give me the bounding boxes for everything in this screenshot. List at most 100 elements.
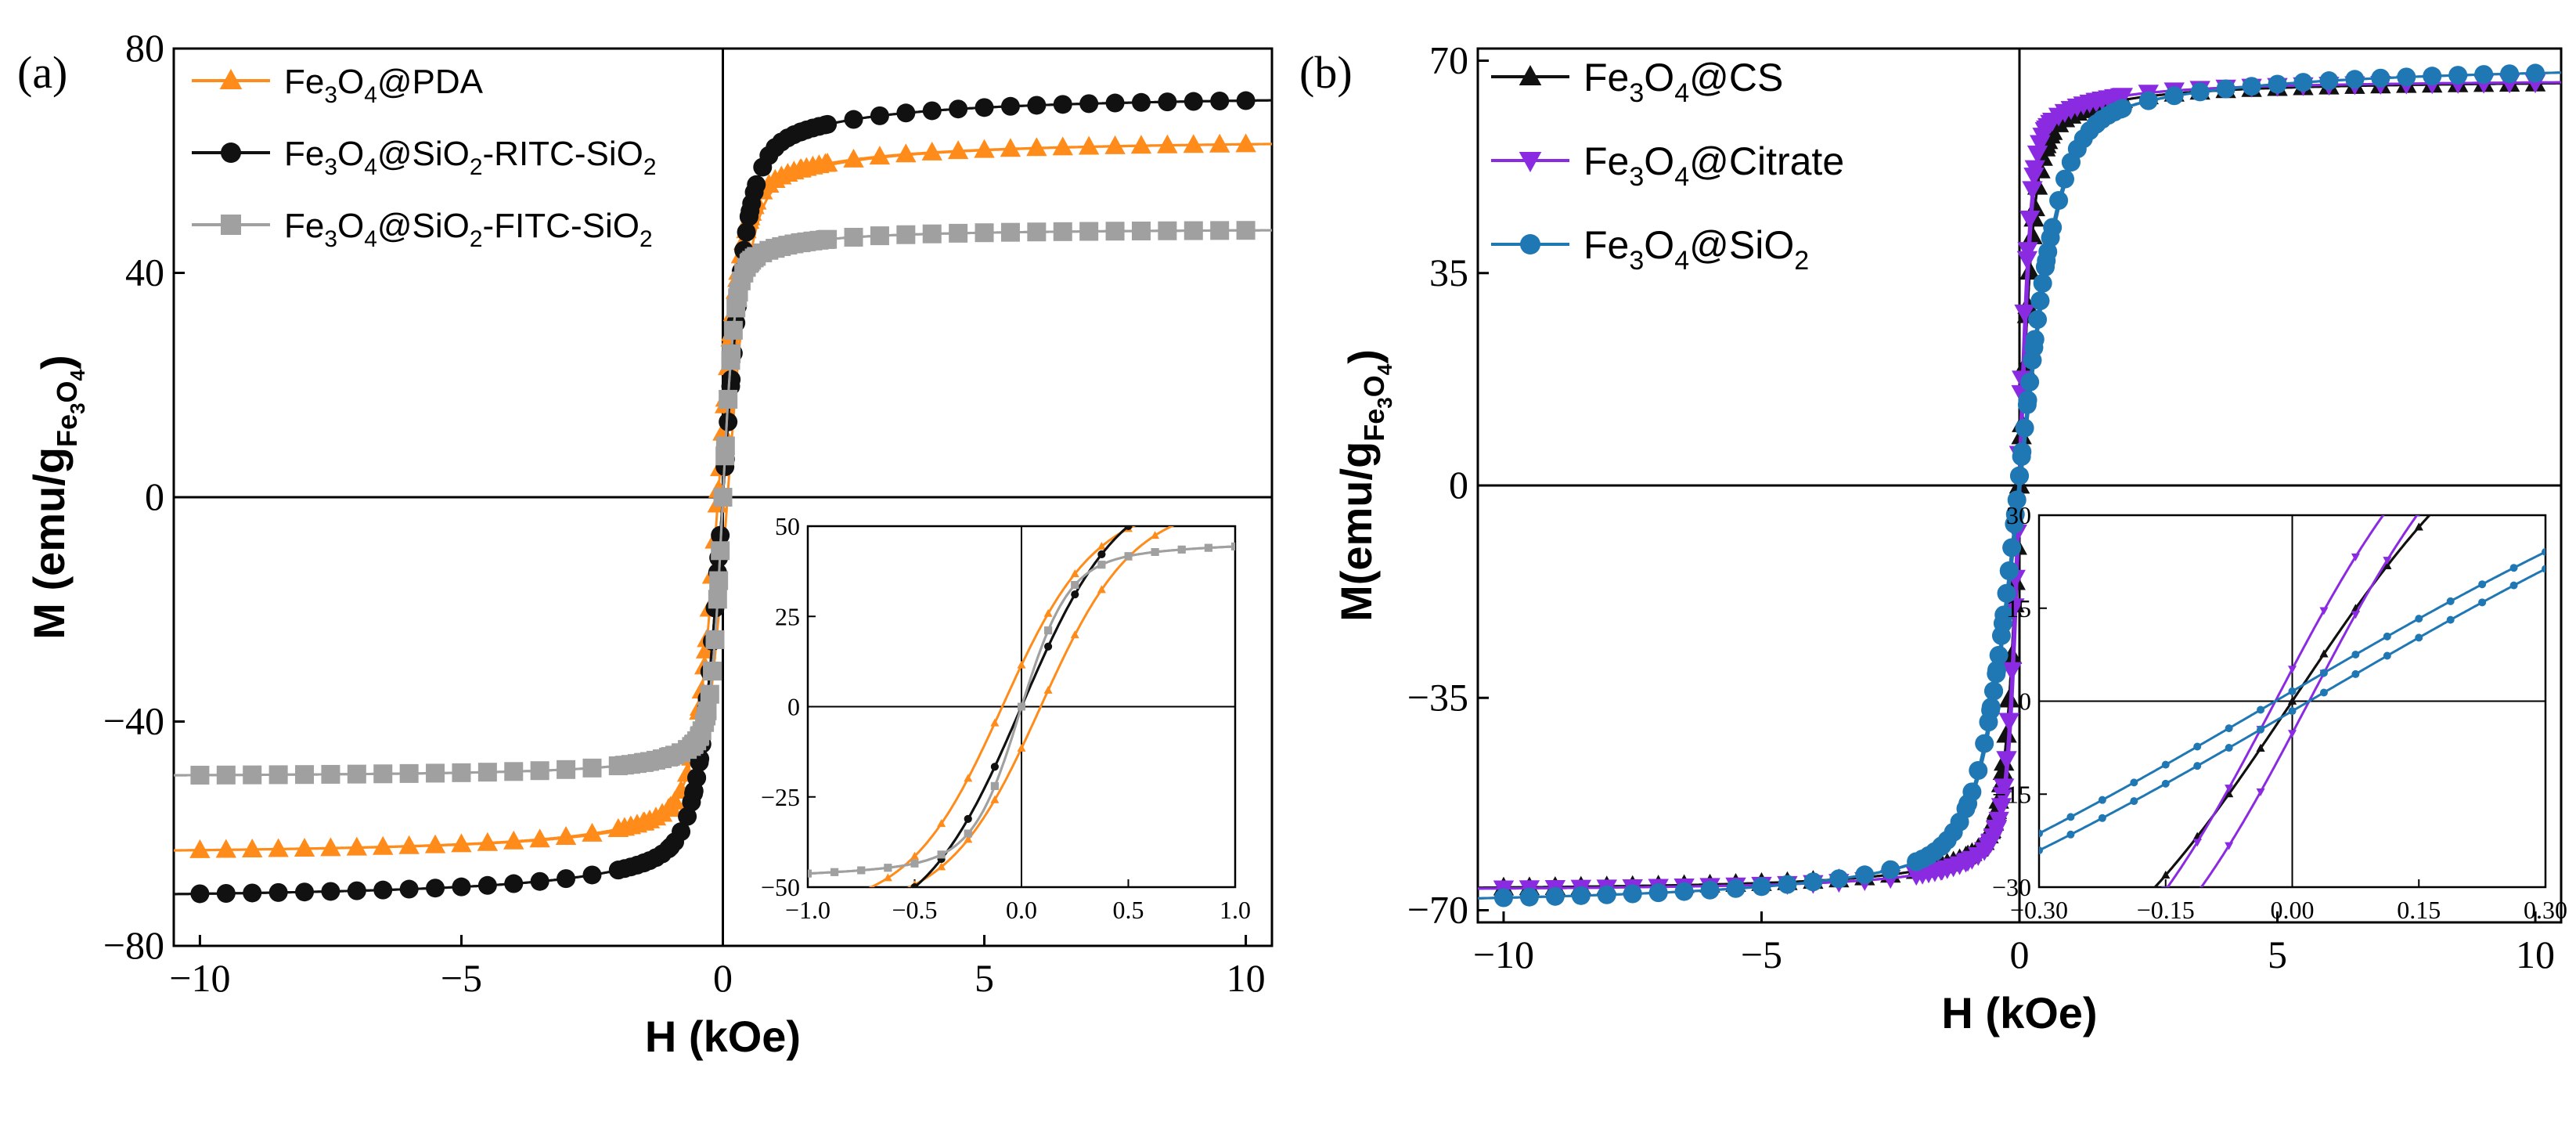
legend-label: Fe3O4@PDA <box>284 63 484 108</box>
data-point <box>452 877 471 897</box>
inset-data-point <box>1097 561 1106 569</box>
data-point <box>711 541 730 561</box>
inset-data-point <box>2542 413 2550 421</box>
data-point <box>1027 96 1047 115</box>
data-point <box>398 835 420 854</box>
data-point <box>2190 82 2210 102</box>
data-point <box>974 139 995 158</box>
data-point <box>1992 787 2014 806</box>
data-point <box>215 839 237 858</box>
data-point <box>1881 860 1900 879</box>
data-point <box>1158 92 1177 112</box>
inset-data-point <box>2478 436 2487 444</box>
data-point <box>426 763 445 783</box>
inset-data-point <box>2542 565 2545 573</box>
data-point <box>2397 67 2416 87</box>
x-tick-label: 0 <box>2010 933 2030 976</box>
data-point <box>529 828 550 848</box>
data-point <box>2033 273 2052 293</box>
inset-data-point <box>2098 987 2106 994</box>
data-point <box>2038 242 2058 262</box>
inset-data-point <box>2509 410 2518 418</box>
inset-data-point <box>2098 959 2106 967</box>
inset-data-point <box>2478 459 2487 467</box>
data-point <box>1597 885 1616 904</box>
inset-data-point <box>1124 526 1133 530</box>
inset-data-point <box>2509 389 2518 397</box>
inset-data-point <box>2130 797 2138 806</box>
legend-marker <box>221 143 241 163</box>
inset-data-point <box>2039 829 2043 838</box>
data-point <box>1994 605 2014 625</box>
inset-y-tick-label: −15 <box>1992 780 2031 808</box>
data-point <box>1052 136 1073 156</box>
inset-data-point <box>2383 632 2391 640</box>
x-tick-label: 0 <box>713 956 733 1000</box>
inset-data-point <box>2351 611 2360 619</box>
data-point <box>705 630 725 649</box>
x-tick-label: −5 <box>1741 933 1782 976</box>
panel-label: (b) <box>1299 47 1353 98</box>
y-axis-title: M(emu/gFe3O4) <box>1331 349 1396 622</box>
data-point <box>947 140 969 160</box>
inset-data-point <box>1231 498 1240 506</box>
data-point <box>1829 869 1849 889</box>
data-point <box>242 839 263 858</box>
inset-data-point <box>1151 513 1159 521</box>
inset-data-point <box>884 902 892 910</box>
inset-data-point <box>910 851 919 860</box>
inset-data-point <box>2478 459 2487 467</box>
data-point <box>2001 662 2023 681</box>
inset-data-point <box>2257 725 2265 734</box>
inset-data-point <box>2288 707 2297 716</box>
data-point <box>426 879 445 898</box>
data-point <box>1988 811 2009 831</box>
inset-x-tick-label: 0.5 <box>1113 896 1144 924</box>
data-point <box>843 148 864 168</box>
data-point <box>1969 760 1988 780</box>
inset-data-point <box>830 868 839 876</box>
inset-data-point <box>2446 435 2455 442</box>
data-point <box>949 223 968 243</box>
inset-data-point <box>2288 666 2297 674</box>
inset-x-tick-label: 0.30 <box>2524 896 2567 924</box>
inset-y-tick-label: −25 <box>761 783 800 811</box>
inset-data-point <box>2542 390 2550 398</box>
inset-data-point <box>1204 543 1212 552</box>
inset-data-point <box>1097 550 1106 558</box>
y-tick-label: 0 <box>145 474 164 518</box>
inset-data-point <box>2225 744 2233 752</box>
data-point <box>268 882 288 902</box>
data-point <box>1131 221 1151 240</box>
data-point <box>2007 490 2027 510</box>
data-point <box>1236 221 1256 240</box>
inset-data-point <box>2288 730 2297 738</box>
data-point <box>1571 886 1591 905</box>
inset-data-point <box>2542 413 2550 421</box>
data-point <box>477 875 497 895</box>
y-tick-label: 35 <box>1429 251 1468 294</box>
inset-data-point <box>937 862 946 871</box>
data-point <box>1997 583 2016 603</box>
inset-data-point <box>2066 813 2075 821</box>
data-point <box>1519 887 1539 907</box>
data-point <box>373 880 393 900</box>
data-point <box>557 869 576 889</box>
data-point <box>1104 135 1126 154</box>
inset-data-point <box>990 763 999 771</box>
data-point <box>896 225 916 244</box>
inset-data-point <box>2256 788 2265 796</box>
data-point <box>726 298 746 318</box>
inset-data-point <box>910 883 919 887</box>
inset-data-point <box>1151 531 1160 539</box>
inset-data-point <box>1205 483 1212 491</box>
inset-data-point <box>2478 580 2487 589</box>
data-point <box>557 760 576 779</box>
data-point <box>719 412 738 431</box>
data-point <box>1027 222 1047 242</box>
data-point <box>1752 877 1771 897</box>
data-point <box>2002 538 2022 557</box>
data-point <box>678 806 697 826</box>
data-point <box>896 103 916 123</box>
x-tick-label: 10 <box>1227 956 1266 1000</box>
